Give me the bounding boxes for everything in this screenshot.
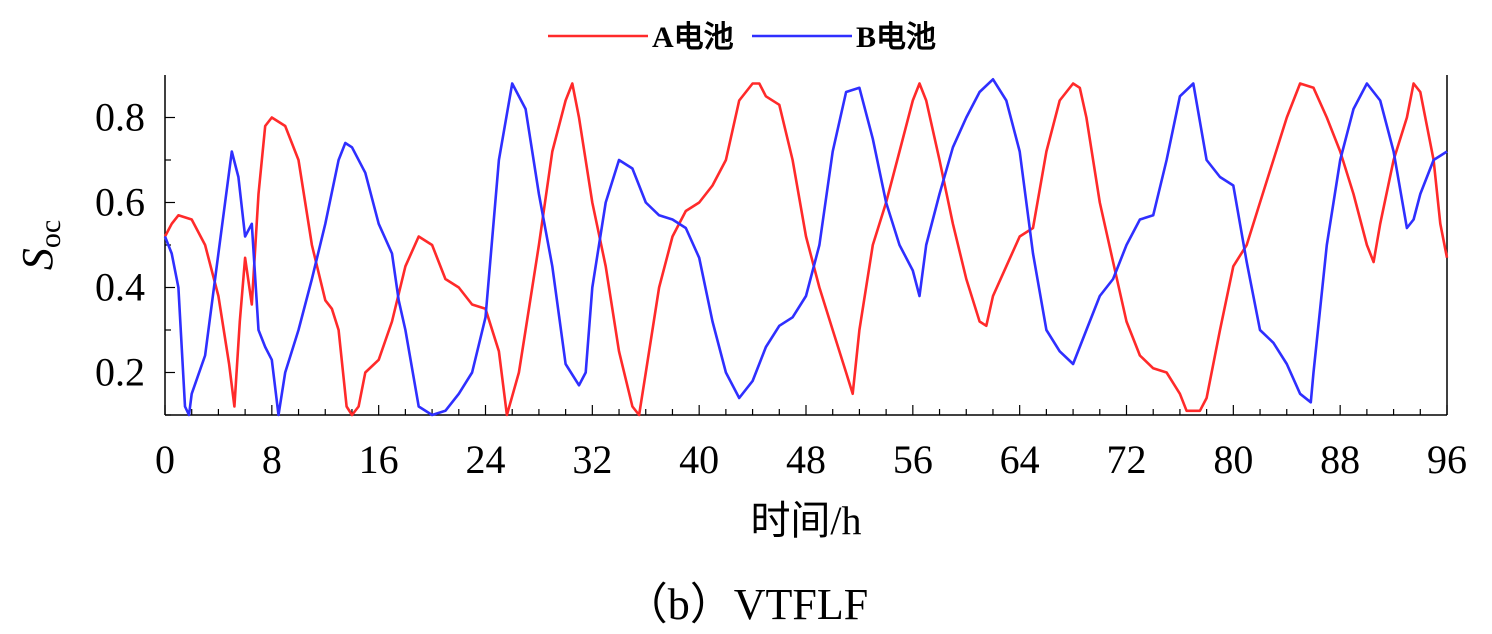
x-tick-label: 24 [466,437,506,482]
x-tick-label: 64 [1000,437,1040,482]
x-axis-title: 时间/h [750,498,861,543]
y-tick-label: 0.8 [95,95,145,140]
x-tick-label: 40 [679,437,719,482]
x-tick-label: 48 [786,437,826,482]
figure-caption: （b）VTFLF [623,580,869,629]
y-axis-title: Soc [13,220,67,270]
legend-label: B电池 [856,21,936,54]
x-tick-label: 72 [1107,437,1147,482]
x-tick-label: 32 [572,437,612,482]
x-tick-label: 16 [359,437,399,482]
x-tick-label: 88 [1320,437,1360,482]
series-line-a [163,82,1449,417]
axes: 0 8 16 24 32 40 48 56 64 72 80 88 96 0.2 0.4 0.6 0.8 [95,75,1467,482]
y-tick-label: 0.4 [95,265,145,310]
x-tick-label: 56 [893,437,933,482]
y-tick-label: 0.6 [95,180,145,225]
y-axis-title-sub: oc [34,220,67,248]
x-tick-label: 80 [1213,437,1253,482]
series-layer [163,78,1449,417]
y-axis-title-main: S [13,248,62,270]
x-tick-label: 8 [262,437,282,482]
legend-label: A电池 [652,21,734,54]
series-line-b [163,78,1448,417]
x-tick-label: 96 [1427,437,1467,482]
legend: A电池 B电池 [548,21,936,54]
y-tick-label: 0.2 [95,350,145,395]
x-tick-label: 0 [155,437,175,482]
